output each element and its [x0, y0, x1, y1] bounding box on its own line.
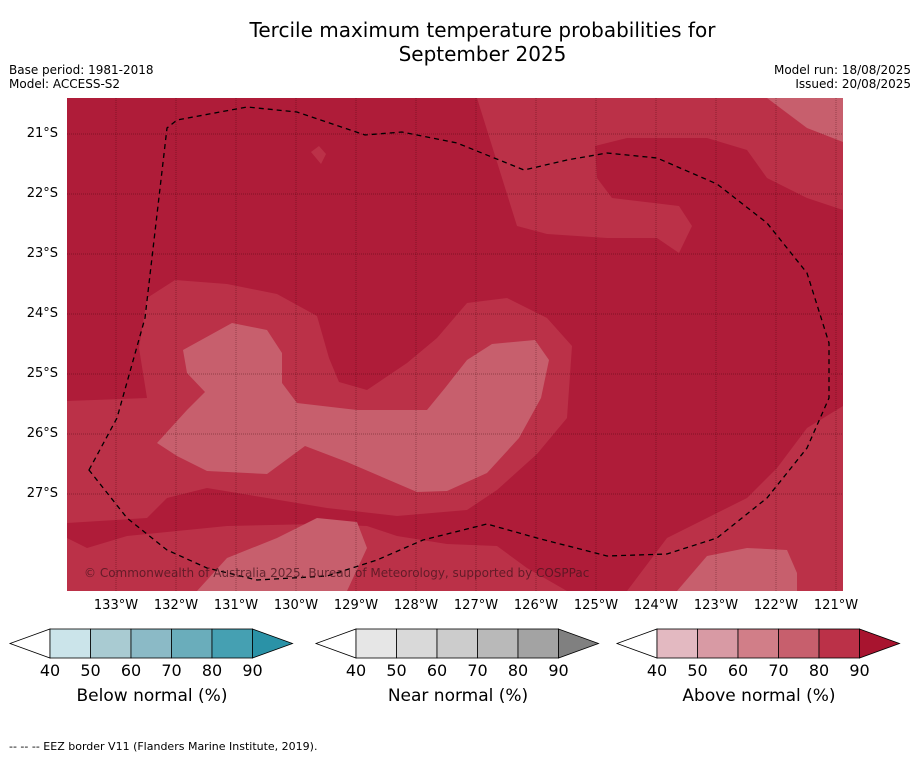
copyright-notice: © Commonwealth of Australia 2025, Bureau…	[84, 566, 590, 580]
longitude-label: 131°W	[213, 598, 259, 613]
colorbar-above-normal	[615, 628, 901, 659]
colorbar-label-below-normal: Below normal (%)	[76, 686, 228, 706]
colorbar-segment	[211, 628, 253, 659]
longitude-label: 122°W	[753, 598, 799, 613]
colorbar-tick-label: 50	[386, 661, 407, 680]
region-70-80-speck	[311, 146, 326, 164]
colorbar-segment	[436, 628, 478, 659]
longitude-label: 130°W	[273, 598, 319, 613]
colorbar-tick-label: 80	[201, 661, 223, 680]
model-run: Model run: 18/08/2025	[773, 63, 911, 77]
colorbar-segment	[778, 628, 820, 659]
colorbar-extend-low	[314, 628, 357, 659]
colorbar-tick-label: 50	[80, 661, 101, 680]
colorbar-segment	[737, 628, 779, 659]
latitude-label: 21°S	[26, 126, 58, 141]
colorbar-label-above-normal: Above normal (%)	[682, 686, 836, 706]
colorbar-segment	[130, 628, 172, 659]
colorbar-tick-label: 40	[39, 661, 61, 680]
latitude-label: 23°S	[26, 246, 58, 261]
colorbar-extend-high	[252, 628, 294, 659]
eez-border	[88, 106, 830, 581]
title-line-1: Tercile maximum temperature probabilitie…	[249, 18, 716, 42]
colorbar-tick-label: 70	[768, 661, 789, 680]
colorbar-tick-label: 90	[849, 661, 870, 680]
colorbar-tick-label: 70	[467, 661, 488, 680]
region-60-70-south-east	[677, 548, 797, 591]
region-60-70-central	[157, 323, 549, 492]
colorbar-below-normal	[8, 628, 294, 659]
colorbar-tick-label: 80	[808, 661, 830, 680]
issued-date: Issued: 20/08/2025	[795, 77, 911, 91]
colorbar-label-near-normal: Near normal (%)	[387, 686, 529, 706]
colorbar-tick-label: 50	[687, 661, 708, 680]
latitude-label: 24°S	[26, 306, 58, 321]
meta-left: Base period: 1981-2018 Model: ACCESS-S2	[9, 63, 154, 91]
colorbars	[8, 628, 901, 659]
longitude-label: 132°W	[153, 598, 199, 613]
colorbar-tick-label: 90	[548, 661, 569, 680]
model-name: Model: ACCESS-S2	[9, 77, 121, 91]
colorbar-tick-label: 60	[120, 661, 142, 680]
meta-right: Model run: 18/08/2025 Issued: 20/08/2025	[774, 63, 911, 91]
longitude-label: 127°W	[453, 598, 499, 613]
colorbar-segment	[656, 628, 698, 659]
colorbar-extend-low	[615, 628, 658, 659]
latitude-label: 25°S	[26, 366, 58, 381]
colorbar-segment	[90, 628, 132, 659]
latitude-label: 26°S	[26, 426, 58, 441]
colorbar-extend-high	[558, 628, 600, 659]
region-60-70-top-right	[767, 98, 843, 142]
region-70-80-top-right	[477, 98, 843, 253]
probability-map	[67, 98, 843, 591]
colorbar-segment	[49, 628, 91, 659]
colorbar-segment	[818, 628, 860, 659]
longitude-label: 126°W	[513, 598, 559, 613]
colorbar-segment	[396, 628, 438, 659]
colorbar-tick-label: 40	[345, 661, 367, 680]
colorbar-segment	[171, 628, 213, 659]
colorbar-segment	[517, 628, 559, 659]
colorbar-near-normal	[314, 628, 600, 659]
map-title: Tercile maximum temperature probabilitie…	[0, 18, 919, 66]
longitude-label: 133°W	[93, 598, 139, 613]
region-60-70-south	[197, 518, 367, 591]
colorbar-tick-label: 90	[242, 661, 263, 680]
longitude-label: 128°W	[393, 598, 439, 613]
colorbar-tick-label: 60	[727, 661, 749, 680]
colorbar-extend-low	[8, 628, 51, 659]
latitude-label: 22°S	[26, 186, 58, 201]
colorbar-extend-high	[859, 628, 901, 659]
colorbar-tick-label: 40	[646, 661, 668, 680]
colorbar-segment	[355, 628, 397, 659]
longitude-label: 123°W	[693, 598, 739, 613]
eez-footnote: -- -- -- EEZ border V11 (Flanders Marine…	[9, 740, 318, 753]
colorbar-tick-label: 70	[161, 661, 182, 680]
longitude-label: 121°W	[813, 598, 859, 613]
graticule	[67, 98, 843, 591]
colorbar-segment	[697, 628, 739, 659]
longitude-label: 125°W	[573, 598, 619, 613]
title-line-2: September 2025	[398, 42, 567, 66]
base-period: Base period: 1981-2018	[9, 63, 154, 77]
longitude-label: 124°W	[633, 598, 679, 613]
colorbar-segment	[477, 628, 519, 659]
colorbar-tick-label: 60	[426, 661, 448, 680]
colorbar-tick-label: 80	[507, 661, 529, 680]
latitude-label: 27°S	[26, 486, 58, 501]
region-70-80-south-east	[627, 406, 843, 591]
longitude-label: 129°W	[333, 598, 379, 613]
